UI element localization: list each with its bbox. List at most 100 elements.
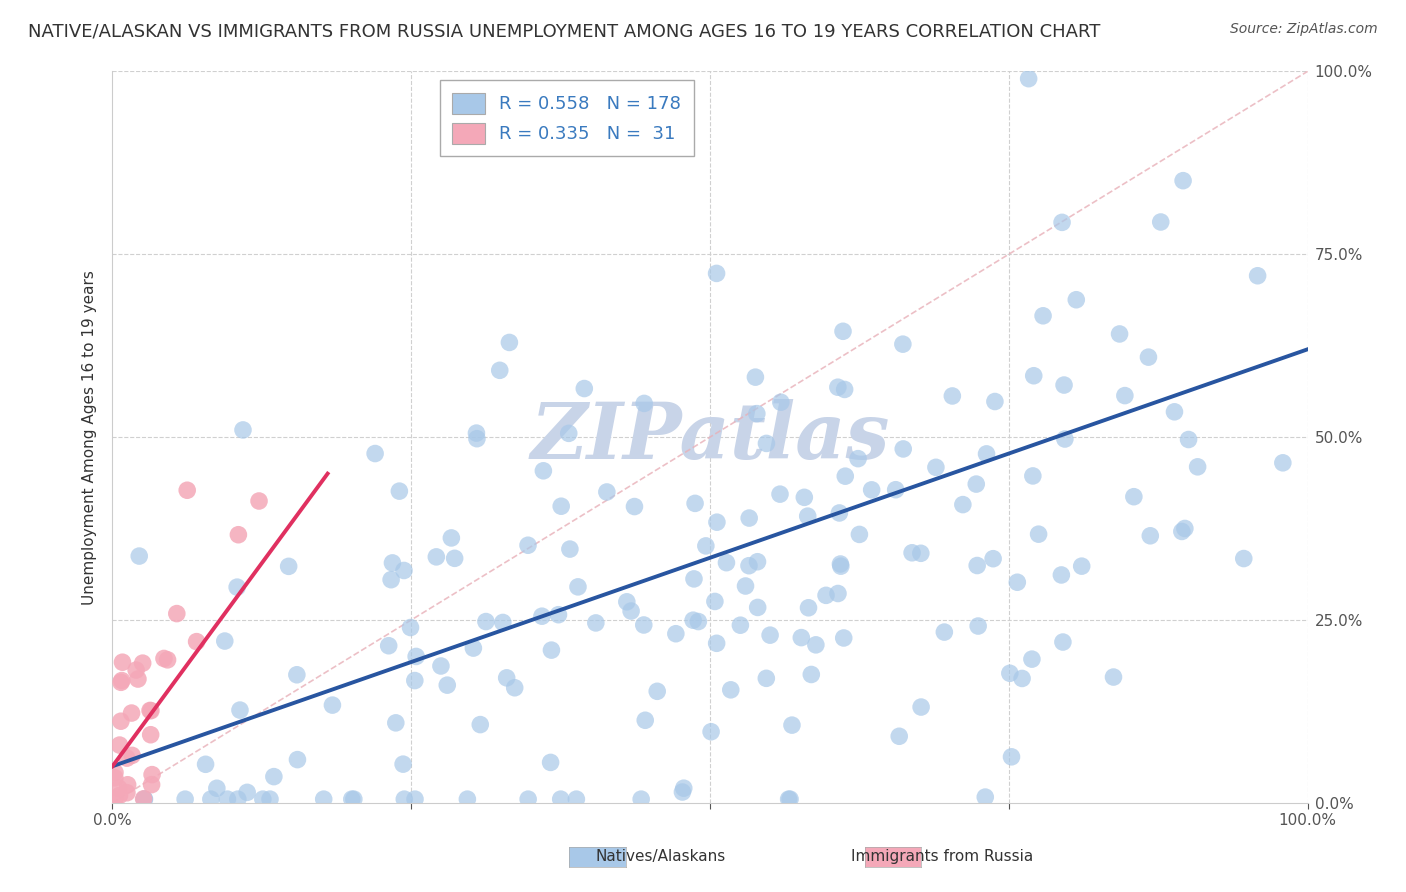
Point — [1139, 529, 1161, 543]
Point — [125, 663, 148, 677]
Point — [620, 604, 643, 618]
Point — [891, 442, 914, 456]
Point — [952, 498, 974, 512]
Point — [440, 531, 463, 545]
Point — [1233, 551, 1256, 566]
Point — [633, 618, 655, 632]
Point — [108, 738, 131, 752]
Point — [194, 757, 217, 772]
Point — [804, 638, 827, 652]
Point — [1114, 389, 1136, 403]
Point — [830, 559, 852, 574]
Point — [738, 558, 761, 573]
Point — [404, 792, 426, 806]
Point — [377, 639, 399, 653]
Point — [800, 667, 823, 681]
Point — [436, 678, 458, 692]
Text: NATIVE/ALASKAN VS IMMIGRANTS FROM RUSSIA UNEMPLOYMENT AMONG AGES 16 TO 19 YEARS : NATIVE/ALASKAN VS IMMIGRANTS FROM RUSSIA… — [28, 22, 1101, 40]
Point — [217, 792, 239, 806]
Point — [769, 487, 792, 501]
Point — [891, 337, 914, 351]
Point — [517, 792, 540, 806]
Point — [404, 673, 426, 688]
Point — [388, 484, 411, 499]
Point — [1150, 215, 1173, 229]
Point — [517, 538, 540, 552]
Point — [683, 496, 706, 510]
Point — [139, 703, 162, 717]
Point — [1271, 456, 1294, 470]
Point — [1177, 433, 1199, 447]
Point — [463, 641, 485, 656]
Point — [720, 682, 742, 697]
Point — [759, 628, 782, 642]
Point — [340, 792, 363, 806]
Point — [488, 363, 510, 377]
Point — [966, 558, 988, 573]
Point — [1137, 350, 1160, 364]
Point — [1022, 368, 1045, 383]
Point — [834, 383, 856, 397]
Point — [321, 698, 343, 712]
Point — [1163, 405, 1185, 419]
Point — [672, 781, 695, 796]
Point — [747, 555, 769, 569]
Point — [1070, 559, 1092, 574]
Point — [769, 395, 792, 409]
Point — [730, 618, 752, 632]
Text: Immigrants from Russia: Immigrants from Russia — [851, 849, 1033, 863]
Point — [830, 557, 852, 571]
Point — [394, 792, 416, 806]
Point — [111, 655, 134, 669]
Point — [399, 621, 422, 635]
Point — [832, 324, 855, 338]
Point — [1032, 309, 1054, 323]
Point — [385, 715, 408, 730]
Point — [558, 542, 581, 557]
Point — [252, 792, 274, 806]
Point — [228, 527, 250, 541]
Point — [558, 426, 581, 441]
Point — [141, 778, 163, 792]
Point — [716, 556, 738, 570]
Point — [131, 656, 153, 670]
Point — [1171, 174, 1194, 188]
Point — [381, 556, 404, 570]
Point — [755, 436, 778, 450]
Point — [200, 792, 222, 806]
Point — [364, 446, 387, 460]
Point — [976, 447, 998, 461]
Point — [540, 643, 562, 657]
Point — [889, 729, 911, 743]
Point — [176, 483, 198, 498]
Point — [967, 619, 990, 633]
Point — [706, 266, 728, 280]
Point — [734, 579, 756, 593]
Y-axis label: Unemployment Among Ages 16 to 19 years: Unemployment Among Ages 16 to 19 years — [82, 269, 97, 605]
Point — [107, 781, 129, 796]
Point — [134, 792, 156, 806]
Point — [232, 423, 254, 437]
Point — [1246, 268, 1268, 283]
Point — [141, 767, 163, 781]
Point — [1053, 432, 1076, 446]
Point — [634, 713, 657, 727]
Point — [965, 477, 987, 491]
Point — [1050, 215, 1073, 229]
Point — [121, 706, 143, 720]
Text: Natives/Alaskans: Natives/Alaskans — [596, 849, 725, 863]
Point — [110, 714, 132, 729]
Point — [1108, 326, 1130, 341]
Point — [115, 751, 138, 765]
Point — [128, 549, 150, 563]
Point — [1007, 575, 1029, 590]
Point — [793, 491, 815, 505]
Point — [104, 792, 127, 806]
Point — [115, 786, 138, 800]
Point — [703, 594, 725, 608]
Point — [901, 546, 924, 560]
Point — [574, 382, 596, 396]
Point — [1187, 459, 1209, 474]
Point — [565, 792, 588, 806]
Legend: R = 0.558   N = 178, R = 0.335   N =  31: R = 0.558 N = 178, R = 0.335 N = 31 — [440, 80, 693, 156]
